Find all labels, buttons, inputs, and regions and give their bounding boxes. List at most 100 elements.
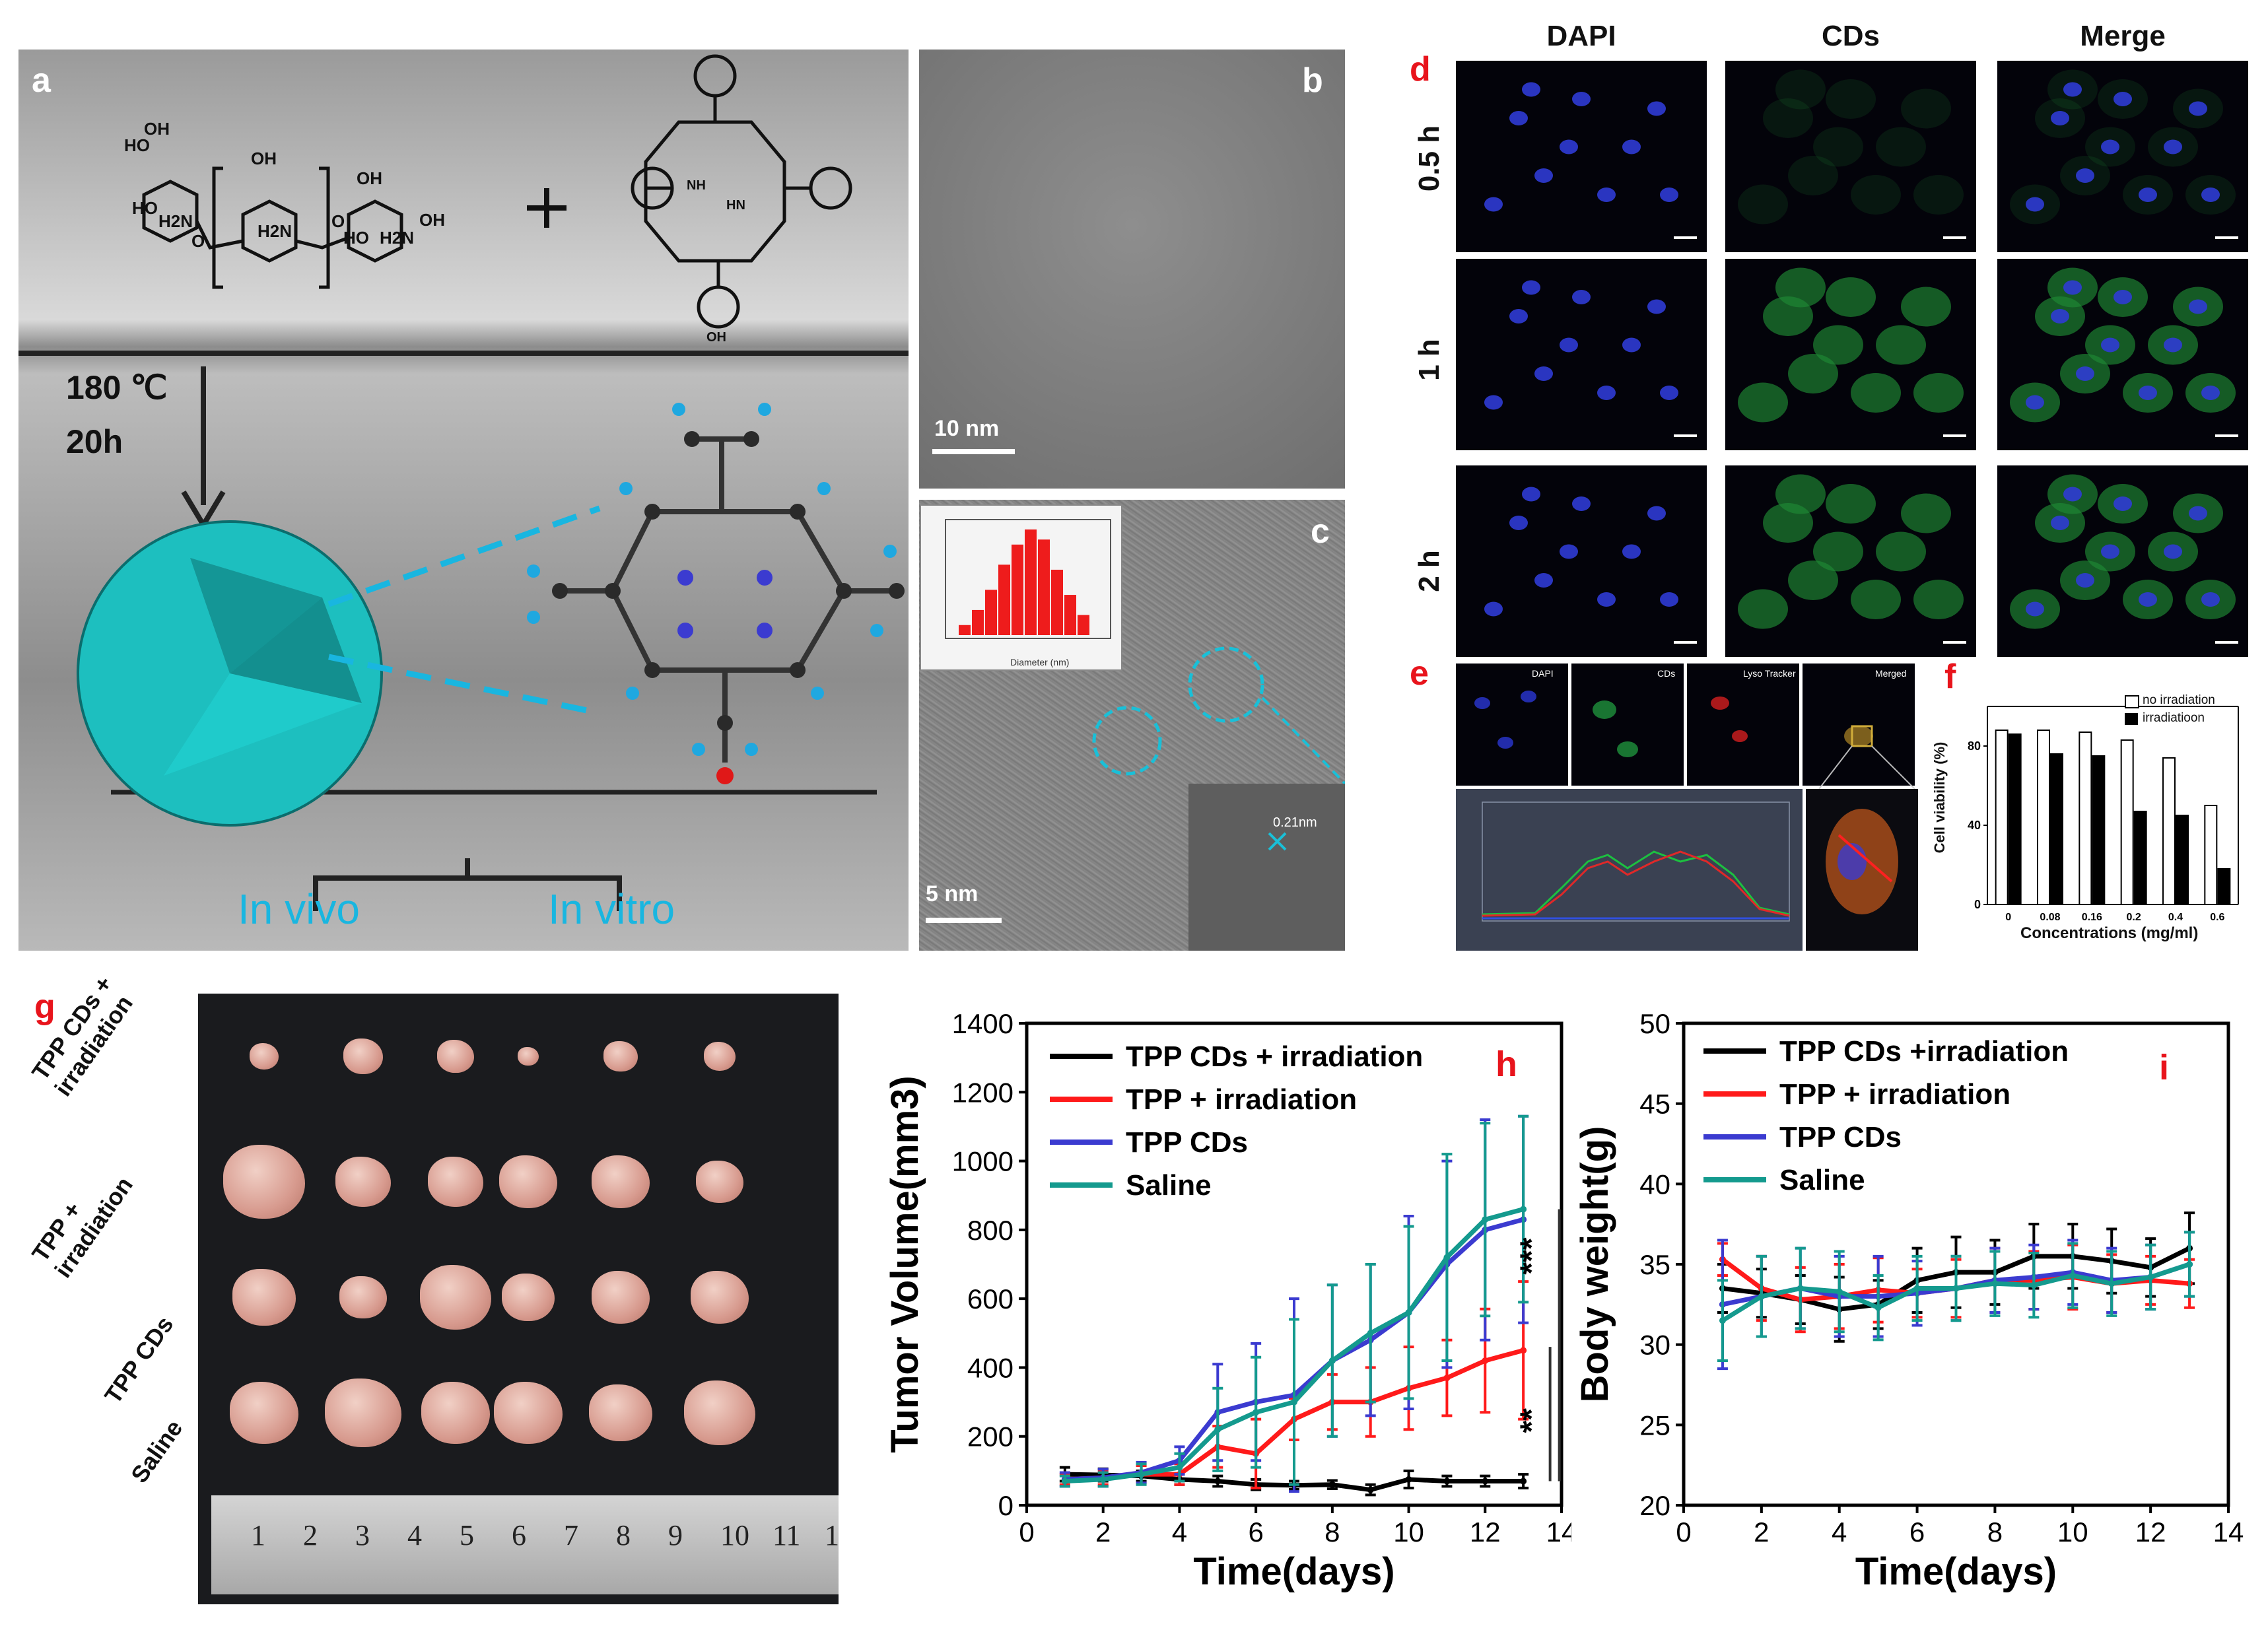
panel-e-title-lyso: Lyso Tracker — [1743, 668, 1796, 679]
reaction-temperature: 180 ℃ — [66, 369, 168, 406]
xtick-label: 8 — [1987, 1516, 2003, 1548]
histogram-bar — [959, 625, 971, 635]
lattice-marker — [1268, 832, 1287, 851]
fluor-image-r2-c1 — [1725, 465, 1976, 657]
ruler-number: 10 — [720, 1519, 749, 1551]
fluor-image-r0-c1 — [1725, 61, 1976, 252]
f-bar — [2079, 732, 2092, 905]
panel-i-chart: 0 2 4 6 8 10 12 14 20 25 30 35 40 45 50 Time(days) Body … — [1578, 1008, 2244, 1593]
f-bar — [2176, 815, 2189, 905]
ruler-number: 7 — [564, 1519, 578, 1551]
panel-c-scale-bar — [926, 918, 1002, 923]
histogram-bar — [1012, 544, 1023, 635]
panel-f-legend-1: irradiatioon — [2143, 711, 2205, 725]
f-xtick-label: 0.08 — [2040, 912, 2060, 923]
chart-ylabel: Tumor Volume(mm3) — [883, 1075, 926, 1452]
size-histogram-bars — [959, 529, 1089, 635]
ruler-number: 5 — [460, 1519, 474, 1551]
xtick-label: 0 — [1676, 1516, 1691, 1548]
panel-a-label: a — [32, 61, 51, 100]
xtick-label: 14 — [1546, 1516, 1571, 1548]
tumor-sample — [592, 1271, 650, 1324]
xtick-label: 6 — [1909, 1516, 1925, 1548]
ytick-label: 20 — [1639, 1490, 1670, 1521]
ytick-label: 35 — [1639, 1249, 1670, 1280]
tumor-sample — [592, 1155, 650, 1208]
legend-label: TPP + irradiation — [1126, 1083, 1357, 1116]
xtick-label: 2 — [1754, 1516, 1769, 1548]
xtick-label: 2 — [1095, 1516, 1111, 1548]
xtick-label: 6 — [1248, 1516, 1263, 1548]
tumor-sample — [420, 1265, 491, 1330]
tumor-sample — [343, 1038, 383, 1074]
panel-label: h — [1495, 1044, 1517, 1084]
f-xtick-label: 0.16 — [2082, 912, 2102, 923]
zoom-dashed-line-bottom — [328, 654, 600, 716]
porphyrin-hn: HN — [726, 198, 745, 213]
ruler-number: 6 — [512, 1519, 526, 1551]
panel-b-scale-text: 10 nm — [934, 416, 1000, 441]
panel-b-label: b — [1302, 61, 1323, 100]
ytick-label: 0 — [998, 1490, 1014, 1521]
ytick-label: 1200 — [952, 1077, 1014, 1108]
xtick-label: 8 — [1324, 1516, 1340, 1548]
ytick-label: 1000 — [952, 1146, 1014, 1177]
xtick-label: 10 — [1393, 1516, 1424, 1548]
row-title-2h: 2 h — [1413, 550, 1445, 592]
ruler-number: 8 — [616, 1519, 631, 1551]
panel-c-scale-text: 5 nm — [926, 881, 979, 906]
xtick-label: 12 — [1470, 1516, 1501, 1548]
chart-xlabel: Time(days) — [1193, 1550, 1394, 1593]
f-bar — [2120, 739, 2134, 905]
carbon-dot-sphere — [77, 520, 383, 827]
panel-e-cds-image — [1571, 664, 1684, 786]
f-bar — [2050, 753, 2063, 905]
panel-e-graphics — [1456, 691, 1918, 951]
panel-e-label: e — [1410, 654, 1429, 693]
particle-circle-1 — [1188, 646, 1264, 723]
tumor-sample — [437, 1039, 474, 1073]
histogram-bar — [985, 590, 997, 635]
panel-e-title-cds: CDs — [1657, 668, 1676, 679]
fluor-image-r0-c0 — [1456, 61, 1707, 252]
lattice-spacing-text: 0.21nm — [1273, 815, 1317, 830]
legend-label: Saline — [1779, 1164, 1865, 1196]
tumor-sample — [499, 1155, 557, 1208]
f-bar — [2133, 811, 2147, 905]
chart-xlabel: Time(days) — [1855, 1550, 2057, 1593]
fluor-image-r2-c2 — [1997, 465, 2248, 657]
panel-d-label: d — [1410, 50, 1431, 88]
f-bar — [2037, 730, 2050, 905]
panel-f-xlabel: Concentrations (mg/ml) — [2020, 924, 2199, 942]
tumor-sample — [339, 1276, 387, 1319]
ruler-number: 1 — [251, 1519, 265, 1551]
xtick-label: 4 — [1832, 1516, 1847, 1548]
panel-g-label: g — [34, 988, 55, 1026]
f-bar — [2162, 757, 2176, 905]
size-histogram-axes — [945, 519, 1111, 639]
histogram-xlabel: Diameter (nm) — [1010, 657, 1070, 667]
ytick-label: 50 — [1639, 1008, 1670, 1039]
f-xtick-label: 0.4 — [2168, 912, 2183, 923]
tumor-sample — [230, 1382, 298, 1444]
col-title-dapi: DAPI — [1546, 20, 1616, 52]
panel-b-tem-image — [919, 50, 1345, 489]
col-title-merge: Merge — [2080, 20, 2166, 52]
histogram-bar — [1064, 595, 1076, 635]
in-vitro-label: In vitro — [548, 885, 675, 933]
tumor-sample — [428, 1157, 483, 1207]
histogram-bar — [972, 609, 984, 635]
zoom-dashed-line-top — [327, 505, 601, 607]
ruler-number: 2 — [303, 1519, 318, 1551]
panel-e-merged-image — [1803, 664, 1915, 786]
tumor-sample — [223, 1145, 305, 1219]
legend-label: TPP CDs — [1126, 1126, 1248, 1159]
ytick-label: 40 — [1639, 1169, 1670, 1200]
chitosan-nh2-1: H2N — [158, 211, 193, 231]
xtick-label: 10 — [2057, 1516, 2088, 1548]
porphyrin-oh: OH — [706, 330, 726, 345]
ytick-label: 600 — [967, 1283, 1014, 1314]
chitosan-oh4: OH — [419, 210, 445, 230]
panel-f-legend-0: no irradiation — [2143, 693, 2215, 707]
f-bar — [2008, 733, 2022, 905]
